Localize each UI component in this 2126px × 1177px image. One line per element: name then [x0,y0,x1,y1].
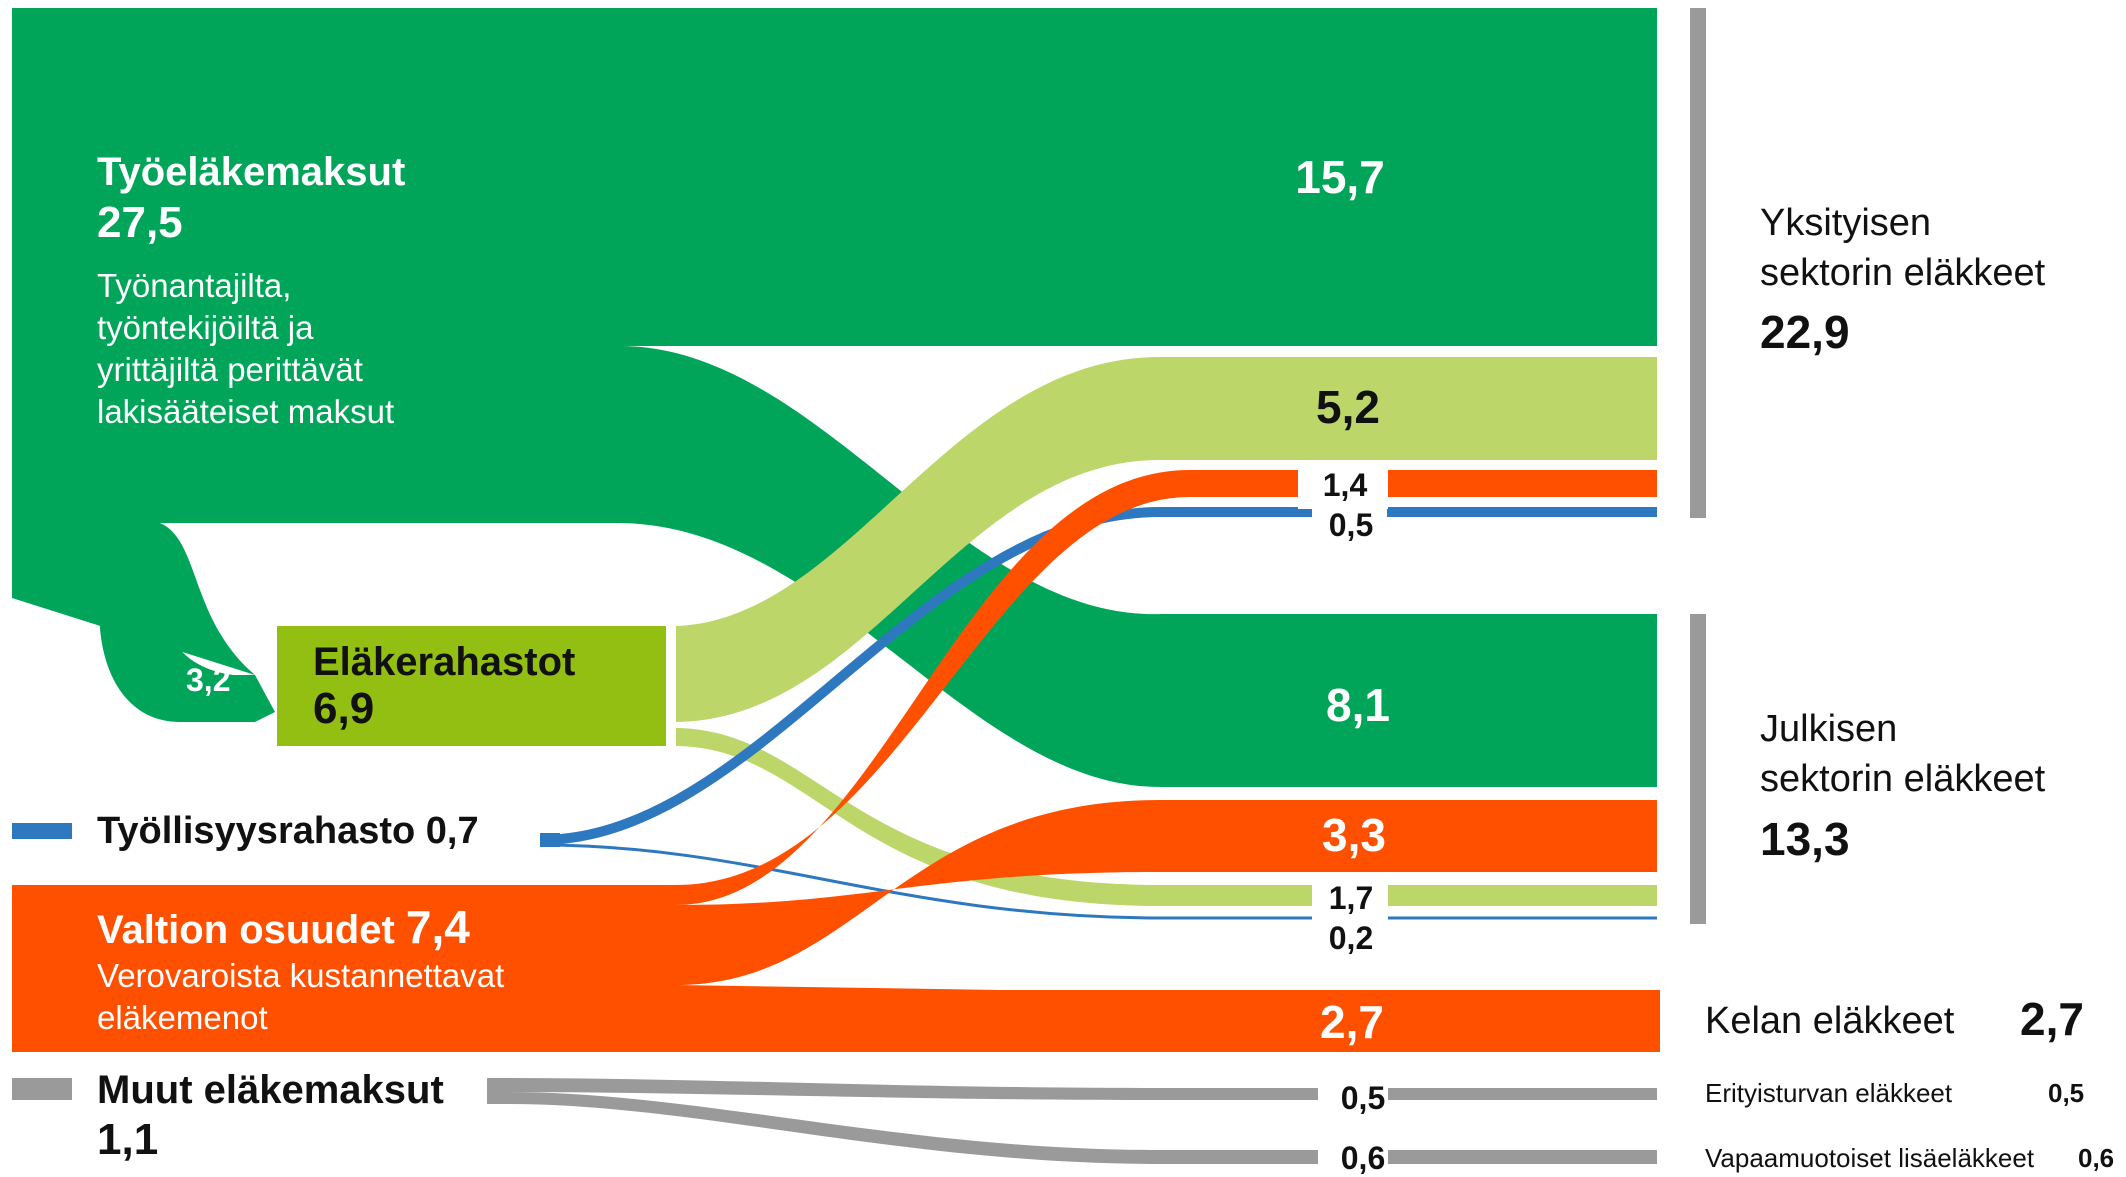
valtion-osuudet-value: 7,4 [405,901,470,953]
muut-title: Muut eläkemaksut [97,1068,444,1112]
label-gap-private-valtio [1298,465,1388,509]
elakerahastot-value: 6,9 [313,684,375,733]
tyoelakemaksut-desc-line: lakisääteiset maksut [97,393,395,430]
tyollisyysrahasto-title: Työllisyysrahasto [97,810,416,852]
muut-stub [12,1078,72,1100]
private-target-label: Yksityisen sektorin eläkkeet [1760,198,2045,298]
valtion-osuudet-label: Valtion osuudet 7,4 [97,900,470,954]
private-bracket [1690,8,1706,518]
muut-erityis-flow [507,1078,1657,1100]
private-target-line1: Yksityisen [1760,202,1932,244]
valtion-osuudet-block [12,885,676,1052]
flow-vapaa-muut: 0,6 [1340,1140,1386,1176]
public-target-line2: sektorin eläkkeet [1760,758,2046,800]
tyollisyysrahasto-label: Työllisyysrahasto 0,7 [97,810,479,853]
label-gap-erityis [1318,1080,1388,1118]
flow-private-rahasto: 5,2 [1316,381,1380,433]
valtio-public-flow [676,800,1657,985]
rahasto-private-flow [676,357,1657,722]
tyollisyys-stub [12,823,72,839]
vapaa-target-label: Vapaamuotoiset lisäeläkkeet [1705,1143,2035,1173]
valtio-private-flow [676,470,1657,905]
private-target-line2: sektorin eläkkeet [1760,252,2046,294]
kela-target-value: 2,7 [2020,993,2084,1045]
tyoelakemaksut-desc-line: Työnantajilta, [97,267,292,304]
kela-target-label: Kelan eläkkeet [1705,1000,1955,1042]
tyoelakemaksut-desc: Työnantajilta, työntekijöiltä ja yrittäj… [97,265,394,433]
tyollisyysrahasto-value: 0,7 [425,810,479,852]
flow-public-valtio: 3,3 [1322,809,1386,861]
public-target-label: Julkisen sektorin eläkkeet [1760,704,2045,804]
flow-erityis-muut: 0,5 [1340,1080,1386,1116]
label-gap-vapaa [1318,1140,1388,1170]
erityis-target-value: 0,5 [2048,1078,2085,1108]
valtion-osuudet-desc-line: eläkemenot [97,999,268,1036]
valtion-osuudet-desc: Verovaroista kustannettavat eläkemenot [97,955,504,1039]
valtion-osuudet-title: Valtion osuudet [97,908,395,952]
flow-public-tyo: 8,1 [1326,679,1390,731]
public-target-line1: Julkisen [1760,708,1898,750]
rahasto-inflow-value: 3,2 [186,662,231,698]
label-gap-private-tyollisyys [1312,505,1387,545]
tyoelakemaksut-desc-line: yrittäjiltä perittävät [97,351,363,388]
label-gap-public-rahasto [1312,878,1388,914]
flow-private-tyollisyys: 0,5 [1328,507,1374,543]
rahasto-public-flow [676,728,1657,906]
public-target-value: 13,3 [1760,813,1850,865]
private-target-value: 22,9 [1760,306,1850,358]
elakerahastot-title: Eläkerahastot [313,640,576,684]
label-gap-public-tyollisyys [1312,912,1388,956]
tyollisyys-source-bar [540,833,560,847]
tyoelakemaksut-value: 27,5 [97,198,183,247]
muut-source-bar [487,1078,507,1104]
tyollisyys-public-flow [539,843,1657,920]
muut-vapaa-flow [507,1092,1657,1164]
muut-value: 1,1 [97,1115,159,1164]
valtio-kela-flow [676,985,1660,1052]
flow-kela-valtio: 2,7 [1320,996,1384,1048]
vapaa-target-value: 0,6 [2078,1143,2115,1173]
rahasto-inflow-arrow [100,598,272,720]
flow-private-valtio: 1,4 [1322,467,1368,503]
flow-public-rahasto: 1,7 [1328,880,1374,916]
tyoelakemaksut-block [12,8,1657,787]
elakerahastot-box [277,626,666,746]
flow-private-tyo: 15,7 [1295,151,1385,203]
public-bracket [1690,614,1706,924]
tyoelakemaksut-desc-line: työntekijöiltä ja [97,309,314,346]
valtion-osuudet-desc-line: Verovaroista kustannettavat [97,957,505,994]
erityis-target-label: Erityisturvan eläkkeet [1705,1078,1953,1108]
tyoelakemaksut-title: Työeläkemaksut [97,150,406,194]
flow-public-tyollisyys: 0,2 [1328,920,1374,956]
